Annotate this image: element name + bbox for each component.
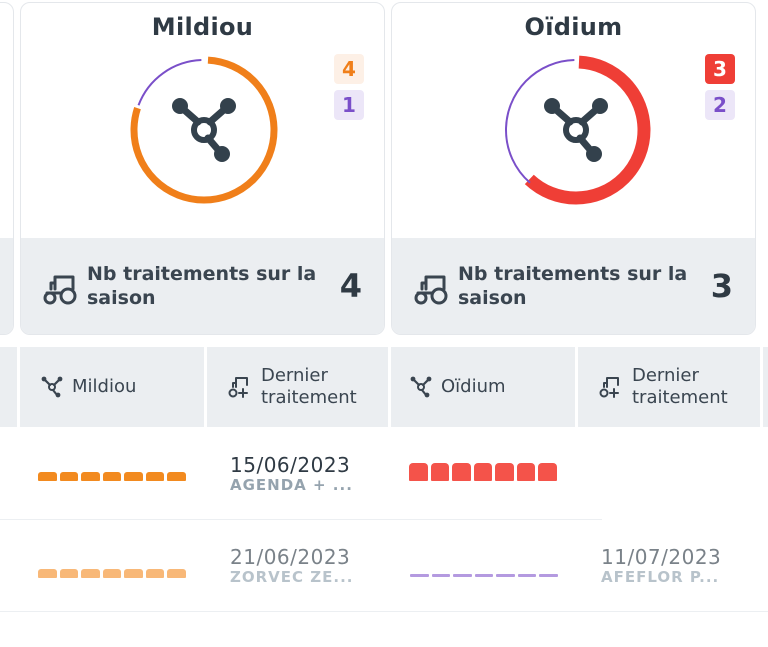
disease-icon [410,376,432,398]
card-title: Oïdium [524,13,623,41]
row-divider [0,611,768,612]
tractor-icon [414,275,448,305]
mildiou-card[interactable]: Mildiou 4 1 [20,2,385,335]
donut-ring [501,55,651,205]
mildiou-risk-bar [38,569,186,578]
risk-donut-chart [127,53,281,207]
treatment-product: AGENDA + ... [230,476,353,494]
oidium-card[interactable]: Oïdium 3 2 [391,2,756,335]
table-header: Mildiou Dernier traitement Oïdium [0,347,768,427]
card-footer: Nb traitements sur la saison 4 [21,238,384,334]
mildiou-last-treatment-cell[interactable]: 21/06/2023 ZORVEC ZE... [230,546,353,586]
tractor-add-icon [599,377,619,398]
risk-badges: 4 1 [334,54,364,120]
low-risk-count-badge: 1 [334,90,364,120]
previous-disease-card[interactable] [0,2,14,335]
card-footer: Nb traitements sur la saison 3 [392,238,755,334]
disease-icon [544,98,608,162]
high-risk-count-badge: 4 [334,54,364,84]
mildiou-risk-bar [38,472,186,481]
table-row[interactable]: 15/06/2023 AGENDA + ... [0,427,768,520]
column-header-next[interactable] [763,347,768,427]
risk-donut-chart [499,53,653,207]
oidium-risk-bar [409,463,557,481]
treatment-product: AFEFLOR P... [601,568,720,586]
card-title: Mildiou [151,13,254,41]
treatment-date: 11/07/2023 [601,545,722,569]
donut-ring [130,56,278,204]
high-risk-count-badge: 3 [705,54,735,84]
table-row[interactable]: 21/06/2023 ZORVEC ZE... 11/07/2023 AFEFL… [0,519,768,612]
column-header-label: Oïdium [441,376,506,397]
column-header-label: Dernier traitement [632,365,728,408]
column-header-mildiou[interactable]: Mildiou [20,347,204,427]
oidium-last-treatment-cell[interactable]: 11/07/2023 AFEFLOR P... [601,546,721,586]
column-header-previous[interactable] [0,347,17,427]
treatments-count-label: Nb traitements sur la saison [87,263,317,309]
treatments-count-label: Nb traitements sur la saison [458,263,688,309]
oidium-risk-bar [410,574,558,577]
card-footer [0,238,13,334]
column-header-mildiou-last-treatment[interactable]: Dernier traitement [207,347,388,427]
treatment-product: ZORVEC ZE... [230,568,354,586]
risk-badges: 3 2 [705,54,735,120]
column-header-oidium[interactable]: Oïdium [391,347,575,427]
row-divider [0,519,602,520]
treatment-date: 21/06/2023 [230,545,351,569]
column-header-oidium-last-treatment[interactable]: Dernier traitement [578,347,760,427]
tractor-icon [43,275,77,305]
column-header-label: Mildiou [72,376,137,397]
treatments-count-value: 4 [339,267,362,305]
disease-icon [172,98,236,162]
tractor-add-icon [228,377,248,398]
treatments-count-value: 3 [710,267,733,305]
disease-icon [41,376,63,398]
mildiou-last-treatment-cell[interactable]: 15/06/2023 AGENDA + ... [230,454,353,494]
low-risk-count-badge: 2 [705,90,735,120]
treatment-date: 15/06/2023 [230,453,351,477]
column-header-label: Dernier traitement [261,365,357,408]
